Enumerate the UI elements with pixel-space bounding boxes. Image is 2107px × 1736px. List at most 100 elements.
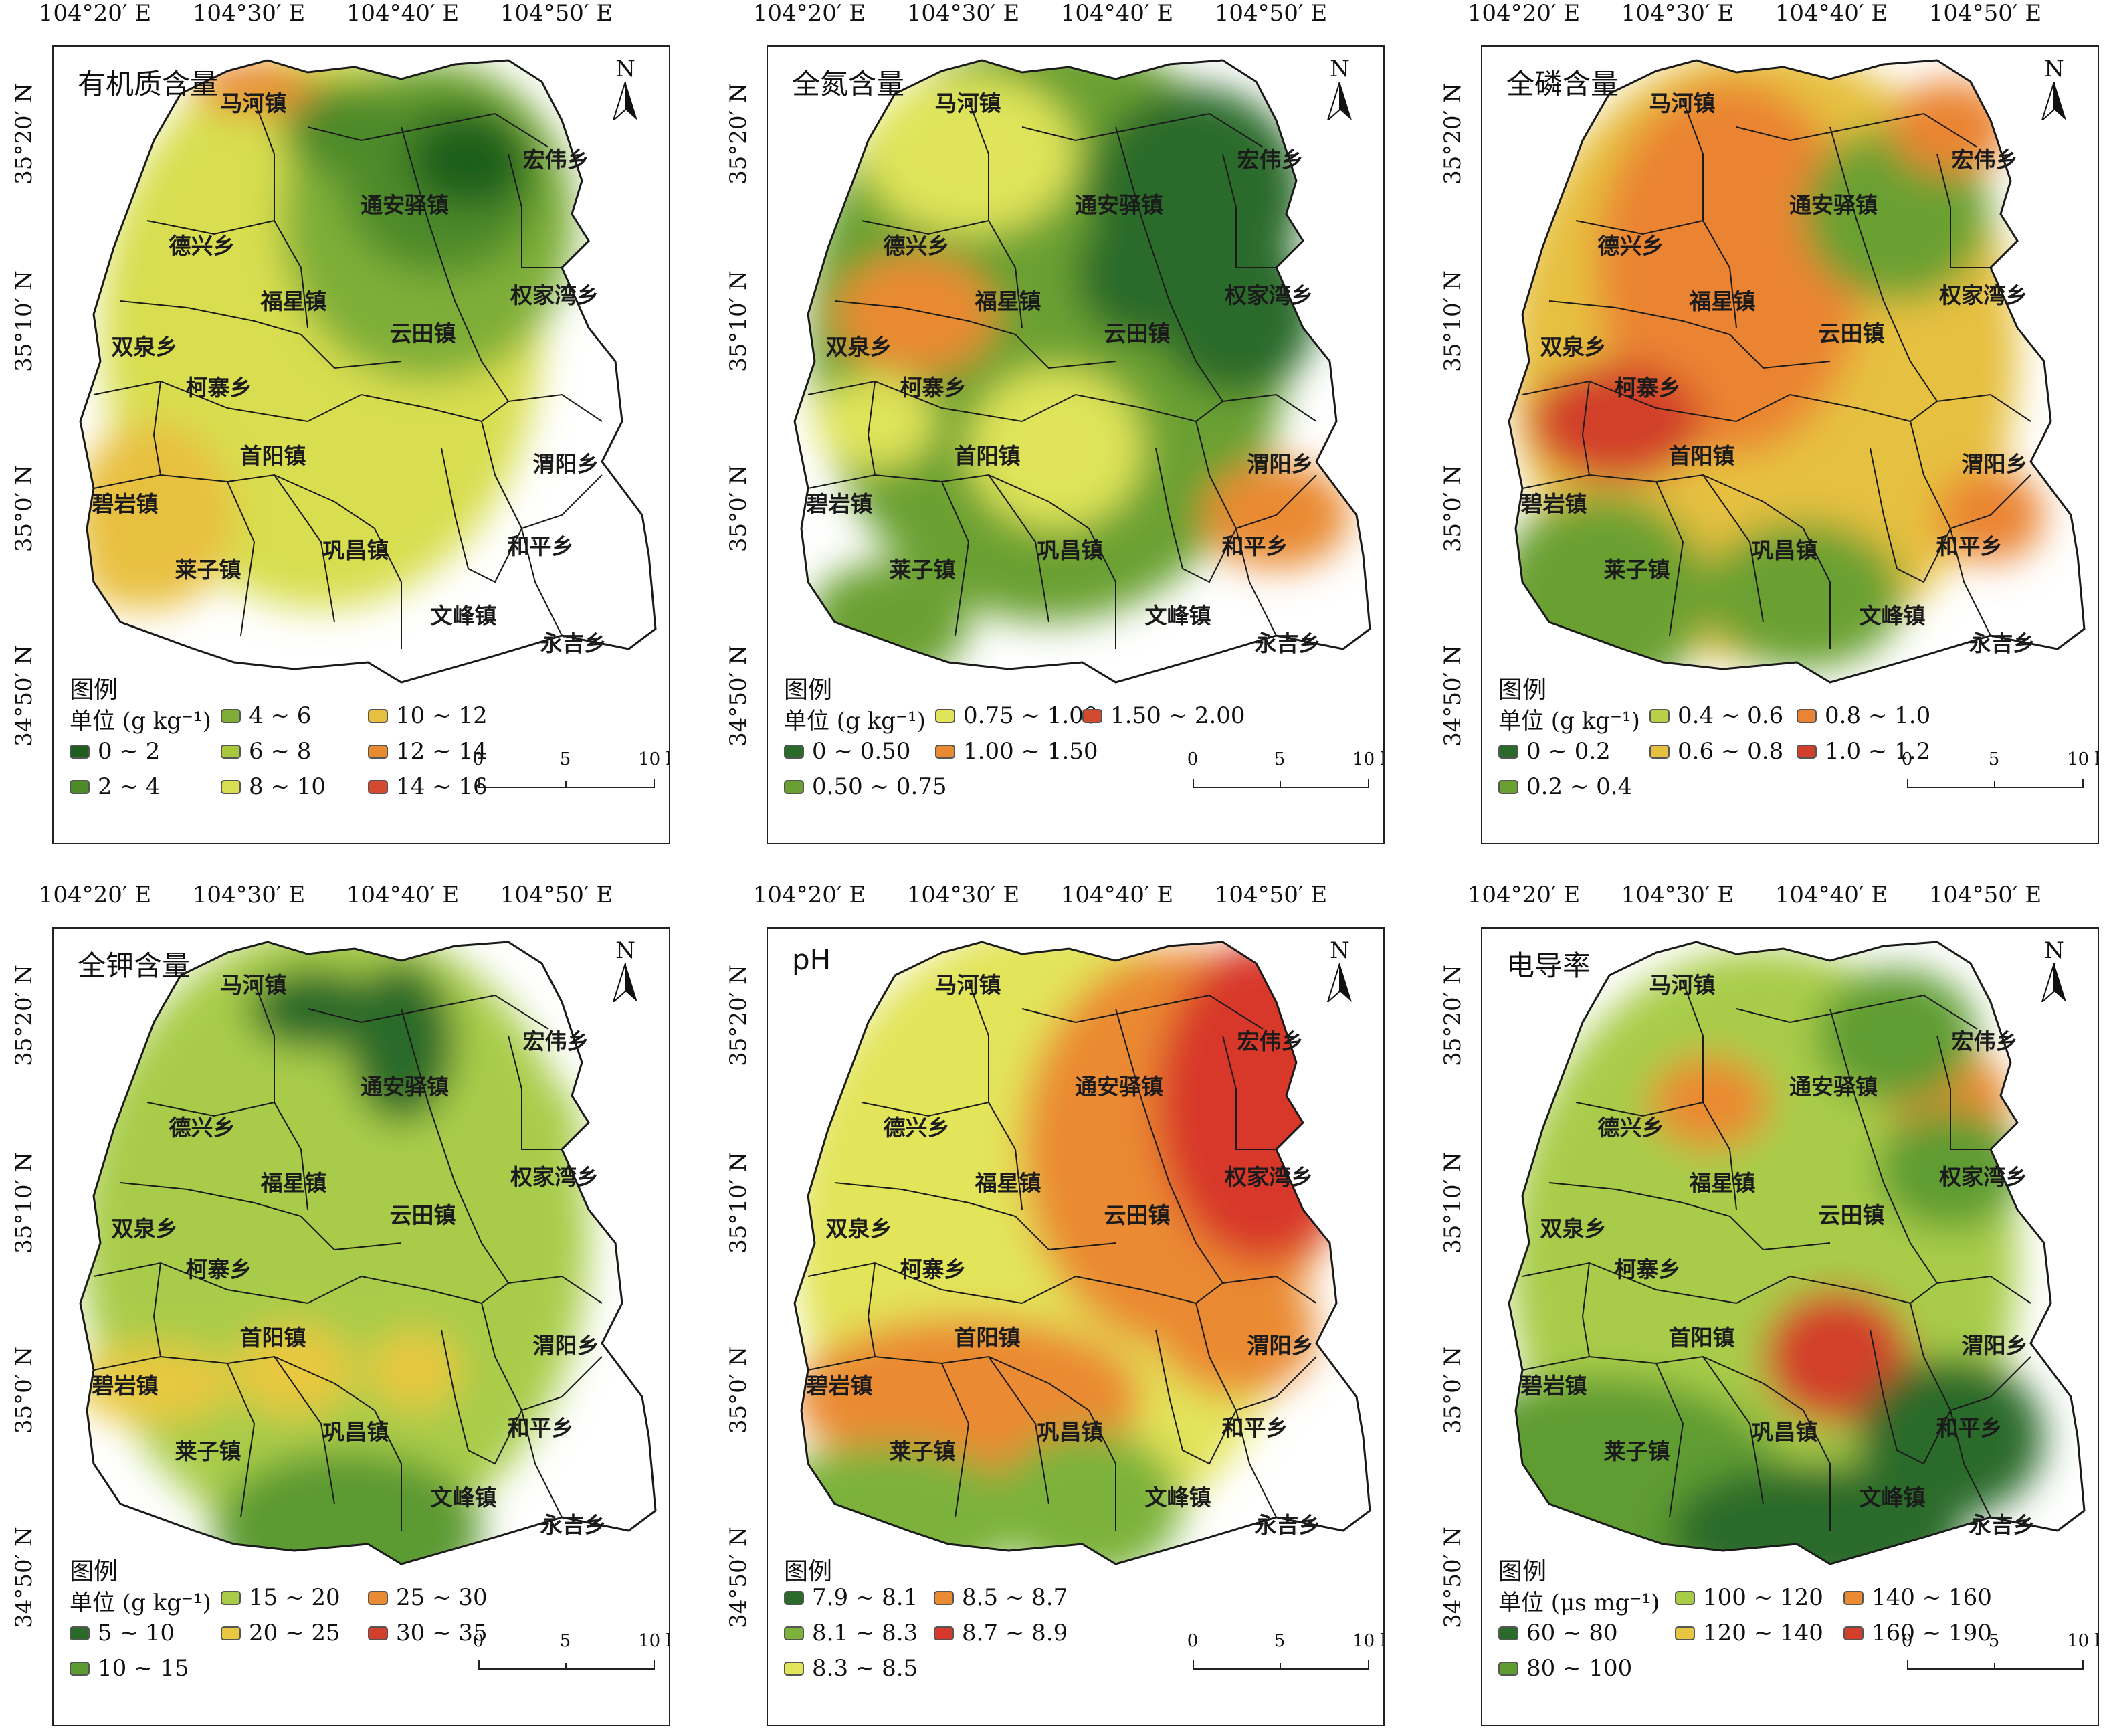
town-label: 和平乡	[507, 1415, 574, 1441]
latitude-tick-label: 35°10′ N	[11, 1152, 37, 1254]
town-label: 柯寨乡	[900, 375, 967, 401]
latitude-tick-label: 34°50′ N	[725, 645, 752, 747]
scale-label: 0	[1187, 1631, 1199, 1651]
latitude-axis: 35°20′ N 35°10′ N 35°0′ N 34°50′ N	[0, 929, 48, 1731]
latitude-tick-label: 34°50′ N	[1439, 645, 1466, 747]
town-label: 莱子镇	[175, 1438, 241, 1464]
town-label: 渭阳乡	[1247, 1333, 1314, 1359]
scale-label: 10 km	[638, 1631, 669, 1651]
town-label: 莱子镇	[1603, 557, 1670, 583]
town-label: 永吉乡	[540, 1512, 607, 1538]
county-boundary	[793, 59, 1371, 684]
township-boundary	[867, 1262, 876, 1357]
value-zone	[348, 962, 455, 1123]
town-label: 碧岩镇	[1520, 1373, 1587, 1399]
legend-label: 120 ~ 140	[1703, 1620, 1823, 1646]
town-label: 莱子镇	[889, 1438, 956, 1464]
legend-swatch	[221, 1626, 241, 1640]
town-label: 通安驿镇	[1075, 1074, 1163, 1100]
choropleth-map	[793, 941, 1371, 1565]
scale-label: 5	[559, 749, 571, 769]
longitude-tick-label: 104°50′ E	[1214, 0, 1328, 27]
legend-swatch	[1797, 708, 1817, 723]
legend-item: 0 ~ 0.2	[1498, 738, 1611, 765]
town-label: 权家湾乡	[510, 282, 599, 308]
town-label: 巩昌镇	[322, 537, 389, 563]
legend-label: 20 ~ 25	[249, 1620, 340, 1646]
town-label: 云田镇	[1818, 1202, 1885, 1228]
map-frame: 全氮含量 N 马河镇 宏伟乡 通安驿镇 德兴乡 福星镇 权家湾乡 云田镇 双泉乡 柯寨乡 首阳镇 渭阳乡…	[767, 45, 1385, 844]
legend-item: 6 ~ 8	[221, 738, 311, 765]
legend-label: 0 ~ 0.50	[812, 738, 911, 765]
value-zone	[80, 528, 187, 609]
longitude-axis: 104°20′ E 104°30′ E 104°40′ E 104°50′ E	[1429, 882, 2107, 915]
township-boundary	[1656, 481, 1684, 636]
map-panel: 104°20′ E 104°30′ E 104°40′ E 104°50′ E 35°2…	[714, 0, 1410, 850]
legend-item: 0.6 ~ 0.8	[1649, 738, 1783, 765]
legend-item: 8 ~ 10	[221, 773, 326, 800]
township-boundary	[1548, 300, 1831, 369]
township-boundary	[1870, 1329, 1951, 1465]
legend-label: 80 ~ 100	[1526, 1655, 1633, 1682]
town-label: 权家湾乡	[1225, 282, 1313, 308]
town-label: 首阳镇	[954, 1325, 1021, 1351]
town-label: 宏伟乡	[1951, 1028, 2018, 1054]
value-zone	[234, 1323, 355, 1417]
longitude-tick-label: 104°20′ E	[38, 882, 152, 908]
scale-label: 10 km	[2067, 1631, 2098, 1651]
town-label: 云田镇	[389, 320, 456, 347]
county-boundary	[79, 59, 657, 684]
town-label: 权家湾乡	[510, 1164, 599, 1190]
legend-swatch	[784, 1590, 804, 1605]
map-frame: 电导率 N 马河镇 宏伟乡 通安驿镇 德兴乡 福星镇 权家湾乡 云田镇 双泉乡 柯寨乡 首阳镇 渭阳乡碧…	[1481, 927, 2099, 1726]
latitude-tick-label: 35°0′ N	[11, 464, 37, 553]
township-boundary	[1235, 528, 1277, 636]
town-label: 文峰镇	[1144, 1484, 1211, 1511]
value-zone	[368, 1330, 462, 1410]
legend-swatch	[934, 1626, 954, 1640]
scale-label: 5	[1988, 749, 2000, 769]
township-boundary	[1736, 112, 1978, 148]
township-boundary	[441, 448, 522, 583]
map-title: 有机质含量	[78, 68, 219, 100]
choropleth-map	[1508, 941, 2086, 1565]
legend-swatch	[1797, 744, 1817, 759]
legend-label: 7.9 ~ 8.1	[812, 1584, 918, 1611]
legend-label: 14 ~ 16	[396, 773, 488, 800]
town-label: 永吉乡	[1969, 1512, 2035, 1538]
north-arrow-icon: N	[609, 56, 642, 120]
legend-label: 6 ~ 8	[249, 738, 312, 765]
town-label: 双泉乡	[111, 334, 178, 360]
latitude-tick-label: 35°0′ N	[1439, 464, 1466, 553]
scale-bar: 0 5 10 km	[1186, 749, 1383, 803]
town-label: 德兴乡	[883, 1115, 950, 1141]
town-label: 通安驿镇	[361, 1074, 449, 1100]
town-label: 柯寨乡	[900, 1256, 967, 1282]
township-boundary	[1950, 1410, 1991, 1518]
latitude-tick-label: 35°0′ N	[11, 1346, 37, 1434]
township-boundary	[1222, 1035, 1276, 1150]
legend-item: 14 ~ 16	[368, 773, 488, 800]
value-zone	[862, 74, 1076, 234]
county-boundary	[793, 941, 1371, 1565]
legend-title: 图例	[1498, 1558, 1547, 1585]
town-label: 巩昌镇	[1751, 537, 1818, 563]
town-label: 柯寨乡	[1614, 1256, 1681, 1282]
map-panel: 104°20′ E 104°30′ E 104°40′ E 104°50′ E 35°2…	[0, 882, 696, 1731]
value-zone	[1509, 495, 1710, 682]
township-boundary	[834, 1182, 1116, 1251]
latitude-axis: 35°20′ N 35°10′ N 35°0′ N 34°50′ N	[714, 929, 763, 1731]
legend-label: 10 ~ 12	[396, 702, 488, 729]
map-frame: 有机质含量 N 马河镇 宏伟乡 通安驿镇 德兴乡 福星镇 权家湾乡 云田镇 双泉乡 柯寨乡 首阳镇 渭阳…	[52, 45, 670, 844]
latitude-tick-label: 35°20′ N	[1439, 965, 1466, 1066]
map-frame: 全钾含量 N 马河镇 宏伟乡 通安驿镇 德兴乡 福星镇 权家湾乡 云田镇 双泉乡 柯寨乡 首阳镇 渭阳乡…	[52, 927, 670, 1726]
town-label: 碧岩镇	[806, 491, 873, 517]
legend-swatch	[70, 744, 90, 759]
township-boundary	[521, 528, 563, 636]
surface-layer	[80, 942, 589, 1564]
legend-item: 60 ~ 80	[1498, 1620, 1618, 1646]
legend-title: 图例	[784, 1558, 833, 1585]
legend-item: 10 ~ 15	[70, 1655, 189, 1682]
legend-label: 0.2 ~ 0.4	[1526, 773, 1633, 800]
township-boundary	[1702, 474, 1764, 623]
